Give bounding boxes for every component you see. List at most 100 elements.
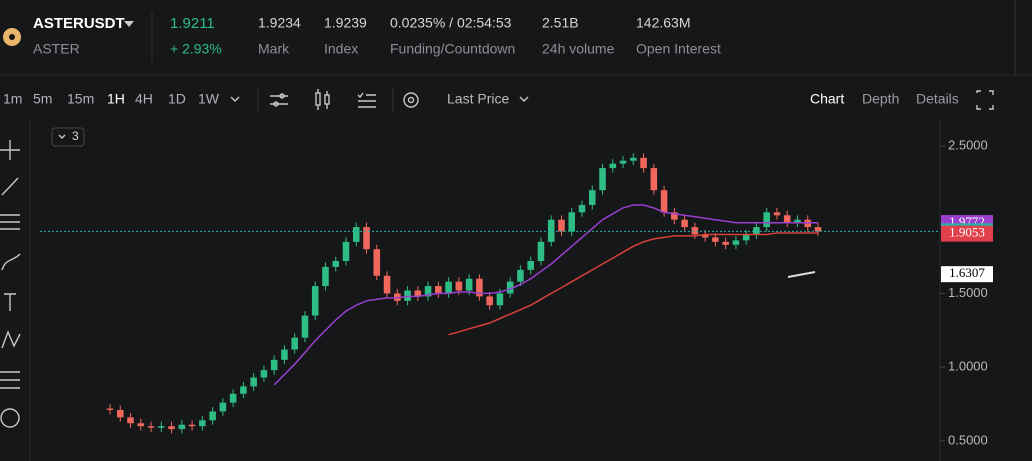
interval-tab[interactable]: 1W bbox=[198, 91, 220, 107]
text-tool[interactable] bbox=[4, 293, 16, 311]
candle-body bbox=[537, 241, 545, 262]
view-tab[interactable]: Depth bbox=[862, 91, 899, 107]
candle-body bbox=[588, 190, 596, 205]
candle-body bbox=[188, 424, 196, 427]
interval-tab[interactable]: 1m bbox=[3, 91, 22, 107]
candle-body bbox=[455, 281, 463, 291]
candle-body bbox=[270, 359, 278, 371]
candle-body bbox=[332, 261, 340, 267]
interval-tab[interactable]: 5m bbox=[33, 91, 52, 107]
list-icon[interactable] bbox=[357, 92, 376, 108]
price-change: + 2.93% bbox=[170, 41, 222, 57]
candle-body bbox=[311, 286, 319, 316]
interval-more[interactable] bbox=[230, 96, 240, 102]
candle-body bbox=[681, 219, 688, 228]
candle-body bbox=[435, 286, 442, 294]
indicator-toggle[interactable] bbox=[51, 127, 85, 147]
candle-body bbox=[486, 296, 493, 306]
candle-body bbox=[732, 240, 740, 245]
candle-body bbox=[599, 168, 606, 191]
price-tag-label: 1.9053 bbox=[949, 225, 985, 240]
fib-tool[interactable] bbox=[0, 371, 20, 389]
drawing-tools bbox=[0, 140, 21, 428]
fullscreen-icon[interactable] bbox=[976, 90, 994, 110]
candle-body bbox=[229, 393, 237, 403]
crosshair-tool[interactable] bbox=[0, 140, 20, 160]
symbol[interactable]: ASTERUSDT bbox=[33, 15, 125, 32]
base-asset: ASTER bbox=[33, 41, 80, 57]
indicator-toggle-caret[interactable] bbox=[58, 134, 66, 139]
candle-body bbox=[722, 241, 729, 245]
interval-tab[interactable]: 15m bbox=[67, 91, 94, 107]
line-tool[interactable] bbox=[1, 177, 19, 196]
y-tick-label: 1.0000 bbox=[948, 359, 988, 374]
stat-label: 24h volume bbox=[542, 41, 615, 57]
candle-body bbox=[199, 420, 206, 427]
stat-value: 1.9239 bbox=[324, 15, 367, 31]
emoji-tool[interactable] bbox=[0, 408, 20, 428]
interval-tabs: 1m 5m 15m 1H 4H 1D 1W bbox=[3, 91, 220, 107]
settings-icon[interactable] bbox=[403, 92, 419, 108]
stat-label: Open Interest bbox=[636, 41, 721, 57]
price-tag bbox=[941, 225, 993, 242]
interval-tab[interactable]: 1D bbox=[168, 91, 186, 107]
price-chart: 2.50001.50001.00000.50001.97721.92121.90… bbox=[40, 137, 993, 447]
candle-body bbox=[147, 426, 155, 428]
candle-body bbox=[742, 234, 750, 241]
candle-body bbox=[660, 190, 668, 213]
candle-body bbox=[712, 237, 719, 242]
moving-average bbox=[273, 204, 818, 386]
candle-body bbox=[517, 269, 524, 282]
stat-label: Funding/Countdown bbox=[390, 41, 515, 57]
price-type[interactable]: Last Price bbox=[447, 91, 509, 107]
candle-body bbox=[814, 227, 822, 232]
view-tab[interactable]: Chart bbox=[810, 91, 844, 107]
view-tab[interactable]: Details bbox=[916, 91, 959, 107]
pattern-tool[interactable] bbox=[1, 330, 21, 349]
brush-tool[interactable] bbox=[1, 253, 21, 271]
channel-tool[interactable] bbox=[0, 214, 20, 230]
moving-average bbox=[448, 232, 818, 336]
candle-body bbox=[753, 227, 760, 235]
candle-body bbox=[414, 290, 422, 297]
candle-body bbox=[619, 160, 627, 164]
candle-body bbox=[701, 234, 709, 238]
y-tick-label: 1.5000 bbox=[948, 285, 988, 300]
candle-body bbox=[506, 281, 514, 294]
drawn-line bbox=[787, 271, 816, 278]
candle-body bbox=[527, 261, 534, 270]
indicator-icon[interactable] bbox=[270, 93, 288, 107]
candle-body bbox=[240, 386, 247, 394]
candle-body bbox=[794, 219, 801, 223]
candle-body bbox=[424, 286, 432, 297]
price-tag-label: 1.6307 bbox=[949, 265, 985, 280]
candle-body bbox=[763, 212, 770, 228]
candle-body bbox=[476, 278, 483, 297]
candle-body bbox=[671, 212, 678, 220]
candle-body bbox=[209, 411, 216, 421]
coin-icon-center bbox=[9, 34, 15, 40]
candle-body bbox=[783, 215, 791, 223]
candle-body bbox=[106, 408, 114, 410]
candle-type-icon[interactable] bbox=[315, 89, 330, 110]
stat-value: 142.63M bbox=[636, 15, 690, 31]
stat-value: 2.51B bbox=[542, 15, 579, 31]
candle-body bbox=[178, 424, 186, 430]
candle-body bbox=[558, 219, 565, 232]
candle-body bbox=[363, 227, 370, 250]
interval-tab[interactable]: 4H bbox=[135, 91, 153, 107]
candle-body bbox=[568, 212, 576, 232]
candle-body bbox=[137, 423, 145, 427]
last-price: 1.9211 bbox=[170, 15, 215, 32]
symbol-caret[interactable] bbox=[124, 21, 134, 27]
candle-body bbox=[116, 409, 124, 418]
price-type-caret[interactable] bbox=[519, 96, 529, 102]
candle-body bbox=[394, 293, 401, 301]
candle-body bbox=[281, 349, 288, 360]
candle-body bbox=[773, 212, 781, 216]
view-tabs: Chart Depth Details bbox=[810, 91, 959, 107]
candle-body bbox=[691, 227, 699, 235]
interval-tab[interactable]: 1H bbox=[107, 91, 125, 107]
